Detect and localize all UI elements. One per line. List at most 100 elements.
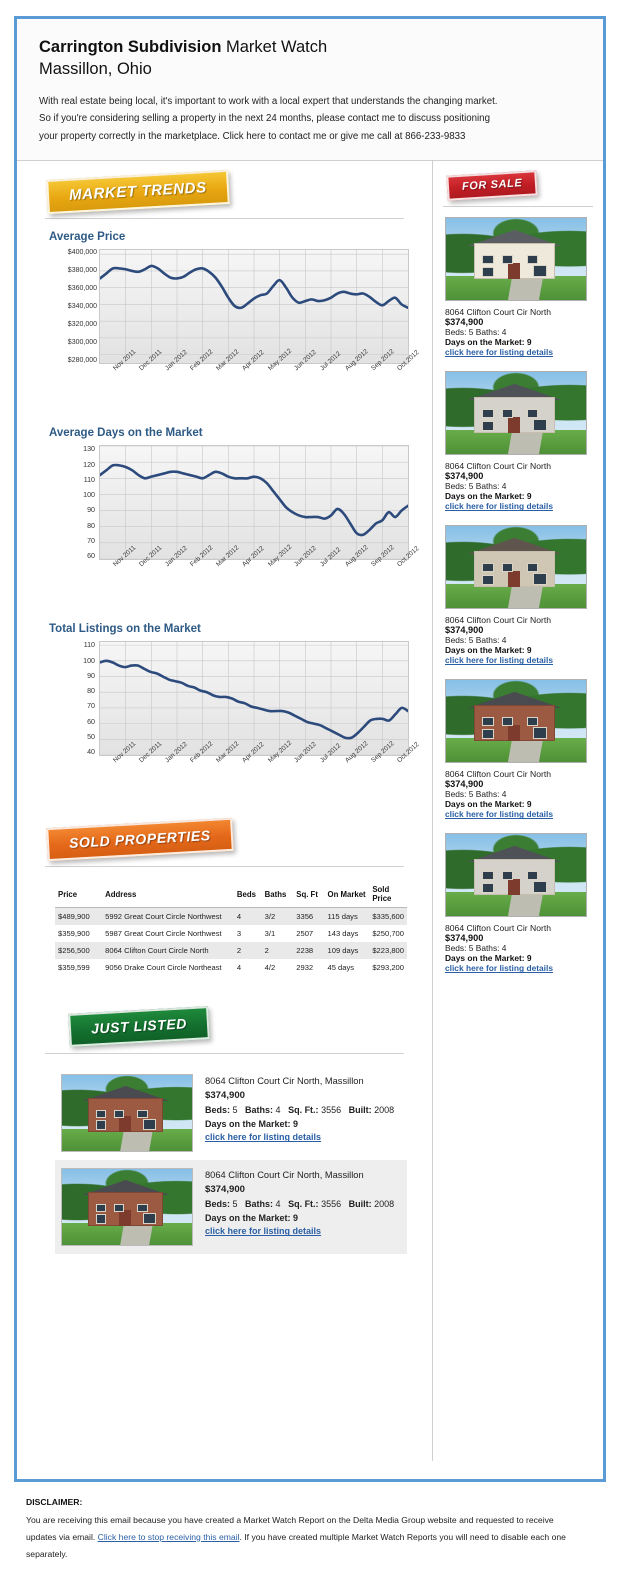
for-sale-listing[interactable]: 8064 Clifton Court Cir North $374,900 Beds… xyxy=(433,823,603,977)
y-axis-labels: 130 120 110 100 90 80 70 60 xyxy=(49,445,95,560)
unsubscribe-link[interactable]: Click here to stop receiving this email xyxy=(97,1531,240,1542)
property-photo xyxy=(445,525,587,610)
cell-sqft: 2238 xyxy=(293,942,325,960)
cell-sold-price: $250,700 xyxy=(372,929,404,939)
chart-total-listings: Total Listings on the Market 110 100 90 80 7… xyxy=(49,623,421,771)
listing-info: 8064 Clifton Court Cir North $374,900 Beds… xyxy=(445,615,591,665)
for-sale-listing[interactable]: 8064 Clifton Court Cir North $374,900 Beds… xyxy=(433,515,603,669)
cell-price: $359,900 xyxy=(58,929,90,939)
cell-sqft: 2507 xyxy=(296,929,314,939)
cell-price: $489,900 xyxy=(55,907,103,926)
just-listed-item[interactable]: 8064 Clifton Court Cir North, Massillon $… xyxy=(55,1066,407,1160)
for-sale-listing[interactable]: 8064 Clifton Court Cir North $374,900 Beds… xyxy=(433,669,603,823)
cell-sold-price: $223,800 xyxy=(369,942,407,960)
listing-details-link[interactable]: click here for listing details xyxy=(205,1226,322,1237)
column-header: Sq. Ft xyxy=(293,881,325,909)
listing-details-link[interactable]: click here for listing details xyxy=(445,963,553,974)
cell-on-market: 109 days xyxy=(324,942,370,960)
disclaimer-text: You are receiving this email because you… xyxy=(26,1512,586,1562)
listing-details-link[interactable]: click here for listing details xyxy=(445,347,553,358)
y-tick-label: 60 xyxy=(87,717,95,726)
listing-details-link[interactable]: click here for listing details xyxy=(445,501,553,512)
sold-properties-table: Price Address Beds Baths Sq. Ft On Market Sold… xyxy=(55,881,407,976)
cell-on-market: 115 days xyxy=(324,907,370,926)
intro-line-1: With real estate being local, it's impor… xyxy=(39,95,498,107)
y-tick-label: 120 xyxy=(83,460,95,469)
column-header: Price xyxy=(55,881,103,909)
property-photo xyxy=(445,371,587,456)
series-line xyxy=(100,465,408,535)
listing-address: 8064 Clifton Court Cir North xyxy=(445,307,552,318)
y-tick-label: 40 xyxy=(87,748,95,757)
table-row: $256,500 8064 Clifton Court Circle North 2… xyxy=(55,942,407,960)
email-body-frame: Carrington Subdivision Market Watch Mass… xyxy=(14,16,606,1482)
market-trends-divider xyxy=(45,218,404,220)
sold-properties-divider xyxy=(45,866,404,868)
listing-beds-baths: Beds: 5 Baths: 4 xyxy=(445,789,507,800)
cell-sqft: 2932 xyxy=(296,963,314,973)
cell-beds: 4 xyxy=(233,907,262,926)
table-row: $359,599 9056 Drake Court Circle Northeas… xyxy=(55,959,407,976)
just-listed-item[interactable]: 8064 Clifton Court Cir North, Massillon $… xyxy=(55,1160,407,1255)
subdivision-name: Carrington Subdivision xyxy=(39,38,222,56)
cell-on-market: 143 days xyxy=(327,929,359,939)
listing-address: 8064 Clifton Court Cir North, Massillon xyxy=(205,1076,364,1087)
listing-details-link[interactable]: click here for listing details xyxy=(445,809,553,820)
listing-details-link[interactable]: click here for listing details xyxy=(445,655,553,666)
table-row: $359,900 5987 Great Court Circle Northwes… xyxy=(55,925,407,942)
chart-title: Total Listings on the Market xyxy=(49,623,201,636)
for-sale-divider xyxy=(443,206,593,208)
intro-line-2: So if you're considering selling a prope… xyxy=(39,113,490,125)
listing-beds-baths: Beds: 5 Baths: 4 xyxy=(445,481,507,492)
listing-address: 8064 Clifton Court Cir North xyxy=(445,923,552,934)
y-tick-label: $380,000 xyxy=(67,267,97,275)
listing-specs: Beds: 5 Baths: 4 Sq. Ft.: 3556 Built: 20… xyxy=(205,1198,395,1209)
y-tick-label: 130 xyxy=(83,445,95,454)
listing-days-on-market: Days on the Market: 9 xyxy=(445,337,532,348)
x-axis-labels: Nov 2011 Dec 2011 Jan 2012 Feb 2012 Mar 2012… xyxy=(99,348,421,407)
cell-baths: 3/1 xyxy=(264,929,276,939)
listing-address: 8064 Clifton Court Cir North xyxy=(445,461,552,472)
cell-sqft: 3356 xyxy=(293,907,325,926)
page-title: Carrington Subdivision Market Watch xyxy=(39,37,581,59)
listing-price: $374,900 xyxy=(205,1183,246,1195)
chart-average-price: Average Price $400,000 $380,000 $360,000 $3… xyxy=(49,231,421,379)
sold-properties-badge: SOLD PROPERTIES xyxy=(46,818,234,862)
for-sale-listing[interactable]: 8064 Clifton Court Cir North $374,900 Beds… xyxy=(433,207,603,361)
y-tick-label: $360,000 xyxy=(67,285,97,293)
cell-sold-price: $293,200 xyxy=(372,963,404,973)
report-type: Market Watch xyxy=(221,38,328,56)
for-sale-listing[interactable]: 8064 Clifton Court Cir North $374,900 Beds… xyxy=(433,361,603,515)
listing-details-link[interactable]: click here for listing details xyxy=(205,1132,322,1143)
cell-beds: 4 xyxy=(236,963,242,973)
property-photo xyxy=(445,679,587,764)
y-axis-labels: $400,000 $380,000 $360,000 $340,000 $320,000… xyxy=(49,249,97,364)
report-header: Carrington Subdivision Market Watch Mass… xyxy=(17,19,603,162)
chart-average-days-on-market: Average Days on the Market 130 120 110 100 9… xyxy=(49,427,421,575)
property-photo xyxy=(445,217,587,302)
property-photo xyxy=(61,1074,193,1153)
intro-paragraph: With real estate being local, it's impor… xyxy=(39,93,581,147)
cell-sold-price: $335,600 xyxy=(369,907,407,926)
cell-price: $256,500 xyxy=(55,942,103,960)
column-header: Address xyxy=(102,881,234,909)
y-tick-label: 80 xyxy=(87,687,95,696)
plot-area xyxy=(99,249,409,365)
listing-address: 8064 Clifton Court Cir North, Massillon xyxy=(205,1170,364,1181)
x-axis-labels: Nov 2011 Dec 2011 Jan 2012 Feb 2012 Mar 2012… xyxy=(99,544,421,603)
cell-beds: 2 xyxy=(233,942,262,960)
y-tick-label: $340,000 xyxy=(67,303,97,311)
y-tick-label: $300,000 xyxy=(67,339,97,347)
y-tick-label: 110 xyxy=(83,475,95,484)
plot-area xyxy=(99,641,409,757)
intro-line-3: your property correctly in the marketpla… xyxy=(39,131,466,143)
y-tick-label: 110 xyxy=(83,641,95,650)
market-trends-badge: MARKET TRENDS xyxy=(46,170,230,215)
x-axis-labels: Nov 2011 Dec 2011 Jan 2012 Feb 2012 Mar 2012… xyxy=(99,740,421,799)
y-tick-label: 100 xyxy=(83,491,95,500)
for-sale-sidebar: FOR SALE 8064 Clifton Court Cir North $37… xyxy=(432,161,603,1462)
series-line xyxy=(100,266,408,308)
property-photo xyxy=(61,1168,193,1247)
y-tick-label: 50 xyxy=(87,733,95,742)
cell-price: $359,599 xyxy=(58,963,90,973)
